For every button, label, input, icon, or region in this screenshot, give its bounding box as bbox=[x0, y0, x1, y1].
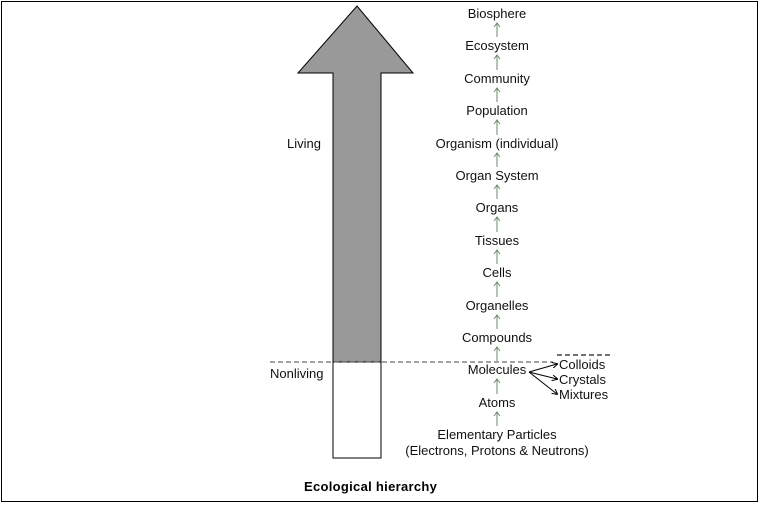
arrow-to-colloids bbox=[528, 364, 557, 373]
connector-arrow bbox=[493, 216, 501, 232]
connector-arrow bbox=[493, 184, 501, 199]
connector-arrow bbox=[493, 152, 501, 167]
level-compounds: Compounds bbox=[461, 330, 533, 345]
connector-arrow bbox=[493, 346, 501, 361]
level-biosphere: Biosphere bbox=[467, 6, 527, 21]
level-atoms: Atoms bbox=[478, 395, 516, 410]
connector-arrow bbox=[493, 54, 501, 70]
level-molecules: Molecules bbox=[467, 362, 527, 377]
level-organism: Organism (individual) bbox=[435, 136, 559, 151]
living-arrow bbox=[296, 5, 415, 363]
connector-arrow bbox=[493, 249, 501, 264]
level-organs: Organs bbox=[475, 200, 519, 215]
level-population: Population bbox=[466, 103, 528, 118]
level-tissues: Tissues bbox=[474, 233, 520, 248]
arrow-to-mixtures bbox=[528, 371, 557, 394]
figure-caption: Ecological hierarchy bbox=[304, 479, 438, 494]
nonliving-label: Nonliving bbox=[270, 366, 324, 381]
level-elementary-particles-detail: (Electrons, Protons & Neutrons) bbox=[405, 443, 589, 458]
level-ecosystem: Ecosystem bbox=[465, 38, 529, 53]
level-connectors bbox=[493, 22, 501, 426]
connector-arrow bbox=[493, 87, 501, 102]
connector-arrow bbox=[493, 411, 501, 426]
product-mixtures: Mixtures bbox=[559, 387, 609, 402]
connector-arrow bbox=[493, 314, 501, 329]
arrow-to-crystals bbox=[528, 371, 557, 379]
connector-arrow bbox=[493, 22, 501, 37]
connector-arrow bbox=[493, 119, 501, 135]
product-colloids: Colloids bbox=[559, 357, 606, 372]
level-organ-system: Organ System bbox=[455, 168, 539, 183]
level-community: Community bbox=[464, 71, 530, 86]
level-elementary-particles: Elementary Particles bbox=[437, 427, 557, 442]
connector-arrow bbox=[493, 281, 501, 297]
level-cells: Cells bbox=[482, 265, 512, 280]
nonliving-box bbox=[332, 361, 382, 459]
living-label: Living bbox=[287, 136, 321, 151]
level-organelles: Organelles bbox=[465, 298, 529, 313]
connector-arrow bbox=[493, 378, 501, 394]
product-crystals: Crystals bbox=[559, 372, 606, 387]
